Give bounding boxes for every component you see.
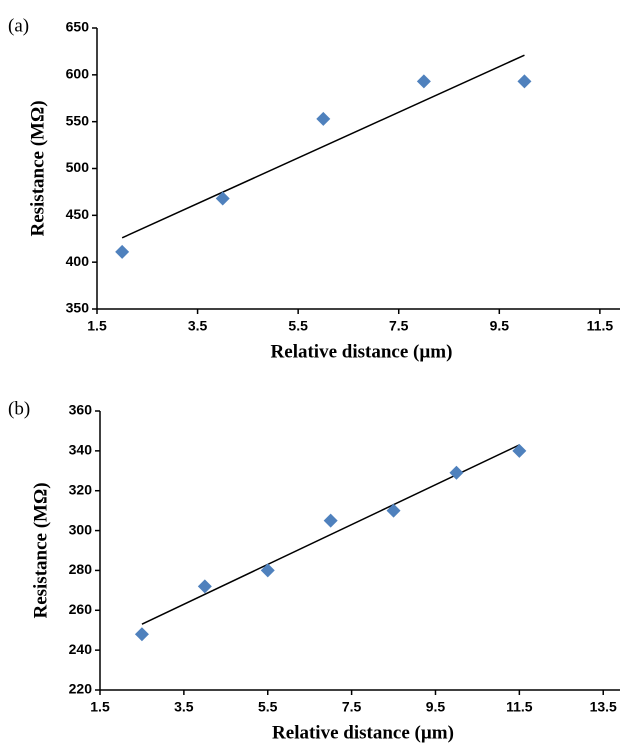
- y-tick-label: 400: [66, 253, 90, 269]
- x-tick-label: 3.5: [188, 318, 208, 334]
- x-tick-label: 3.5: [174, 699, 194, 715]
- y-tick-label: 280: [69, 561, 93, 577]
- y-axis-title: Resistance (MΩ): [30, 482, 51, 618]
- y-tick-label: 300: [69, 521, 93, 537]
- data-point: [323, 513, 338, 528]
- y-tick-label: 650: [66, 19, 90, 35]
- trend-line: [121, 54, 525, 239]
- x-tick-label: 7.5: [342, 699, 362, 715]
- x-axis-title: Relative distance (µm): [271, 341, 453, 362]
- data-point: [449, 465, 464, 480]
- x-tick-label: 11.5: [587, 318, 614, 334]
- y-tick-label: 320: [69, 481, 93, 497]
- x-axis-title: Relative distance (µm): [272, 722, 454, 743]
- data-point: [386, 503, 401, 518]
- data-point: [316, 111, 331, 126]
- x-tick-label: 13.5: [590, 699, 617, 715]
- x-tick-label: 1.5: [90, 699, 110, 715]
- data-point: [215, 191, 230, 206]
- y-tick-label: 450: [66, 206, 90, 222]
- x-tick-label: 1.5: [87, 318, 107, 334]
- panel-label: (a): [8, 15, 29, 36]
- data-point: [260, 563, 275, 578]
- trend-line: [141, 444, 520, 625]
- data-point: [517, 74, 532, 89]
- data-point: [115, 244, 130, 259]
- y-tick-label: 340: [69, 442, 93, 458]
- y-tick-label: 600: [66, 66, 90, 82]
- data-point: [512, 443, 527, 458]
- x-tick-label: 7.5: [389, 318, 409, 334]
- y-tick-label: 240: [69, 641, 93, 657]
- y-axis-title: Resistance (MΩ): [27, 100, 48, 236]
- x-tick-label: 11.5: [506, 699, 533, 715]
- x-tick-label: 5.5: [288, 318, 308, 334]
- data-point: [197, 579, 212, 594]
- y-tick-label: 500: [66, 159, 90, 175]
- x-tick-label: 9.5: [490, 318, 510, 334]
- x-tick-label: 5.5: [258, 699, 278, 715]
- data-point: [134, 627, 149, 642]
- data-point: [416, 74, 431, 89]
- y-tick-label: 260: [69, 601, 93, 617]
- y-tick-label: 350: [66, 300, 90, 316]
- panel-label: (b): [8, 398, 30, 419]
- y-tick-label: 220: [69, 681, 93, 697]
- y-tick-label: 550: [66, 112, 90, 128]
- x-tick-label: 9.5: [426, 699, 446, 715]
- y-tick-label: 360: [69, 402, 93, 418]
